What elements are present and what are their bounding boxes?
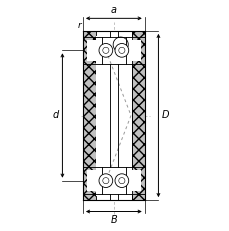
Bar	[87, 40, 140, 61]
Text: d: d	[52, 110, 59, 121]
Bar	[87, 170, 140, 191]
Bar	[95, 167, 101, 194]
Bar	[117, 167, 125, 194]
Bar	[95, 37, 101, 64]
Text: D: D	[161, 110, 169, 121]
Bar	[83, 31, 95, 200]
Circle shape	[102, 47, 109, 53]
Bar	[95, 31, 132, 200]
Text: a: a	[110, 5, 116, 15]
Bar	[101, 37, 109, 64]
Bar	[132, 31, 144, 200]
Text: r: r	[78, 21, 82, 30]
Circle shape	[114, 174, 128, 188]
Circle shape	[98, 43, 112, 57]
Bar	[125, 167, 132, 194]
Bar	[101, 167, 109, 194]
Bar	[125, 37, 132, 64]
Circle shape	[118, 47, 124, 53]
Circle shape	[118, 178, 124, 184]
Text: α: α	[125, 33, 130, 42]
Circle shape	[114, 43, 128, 57]
Text: B: B	[110, 215, 117, 225]
Circle shape	[102, 178, 109, 184]
Circle shape	[98, 174, 112, 188]
Bar	[117, 37, 125, 64]
